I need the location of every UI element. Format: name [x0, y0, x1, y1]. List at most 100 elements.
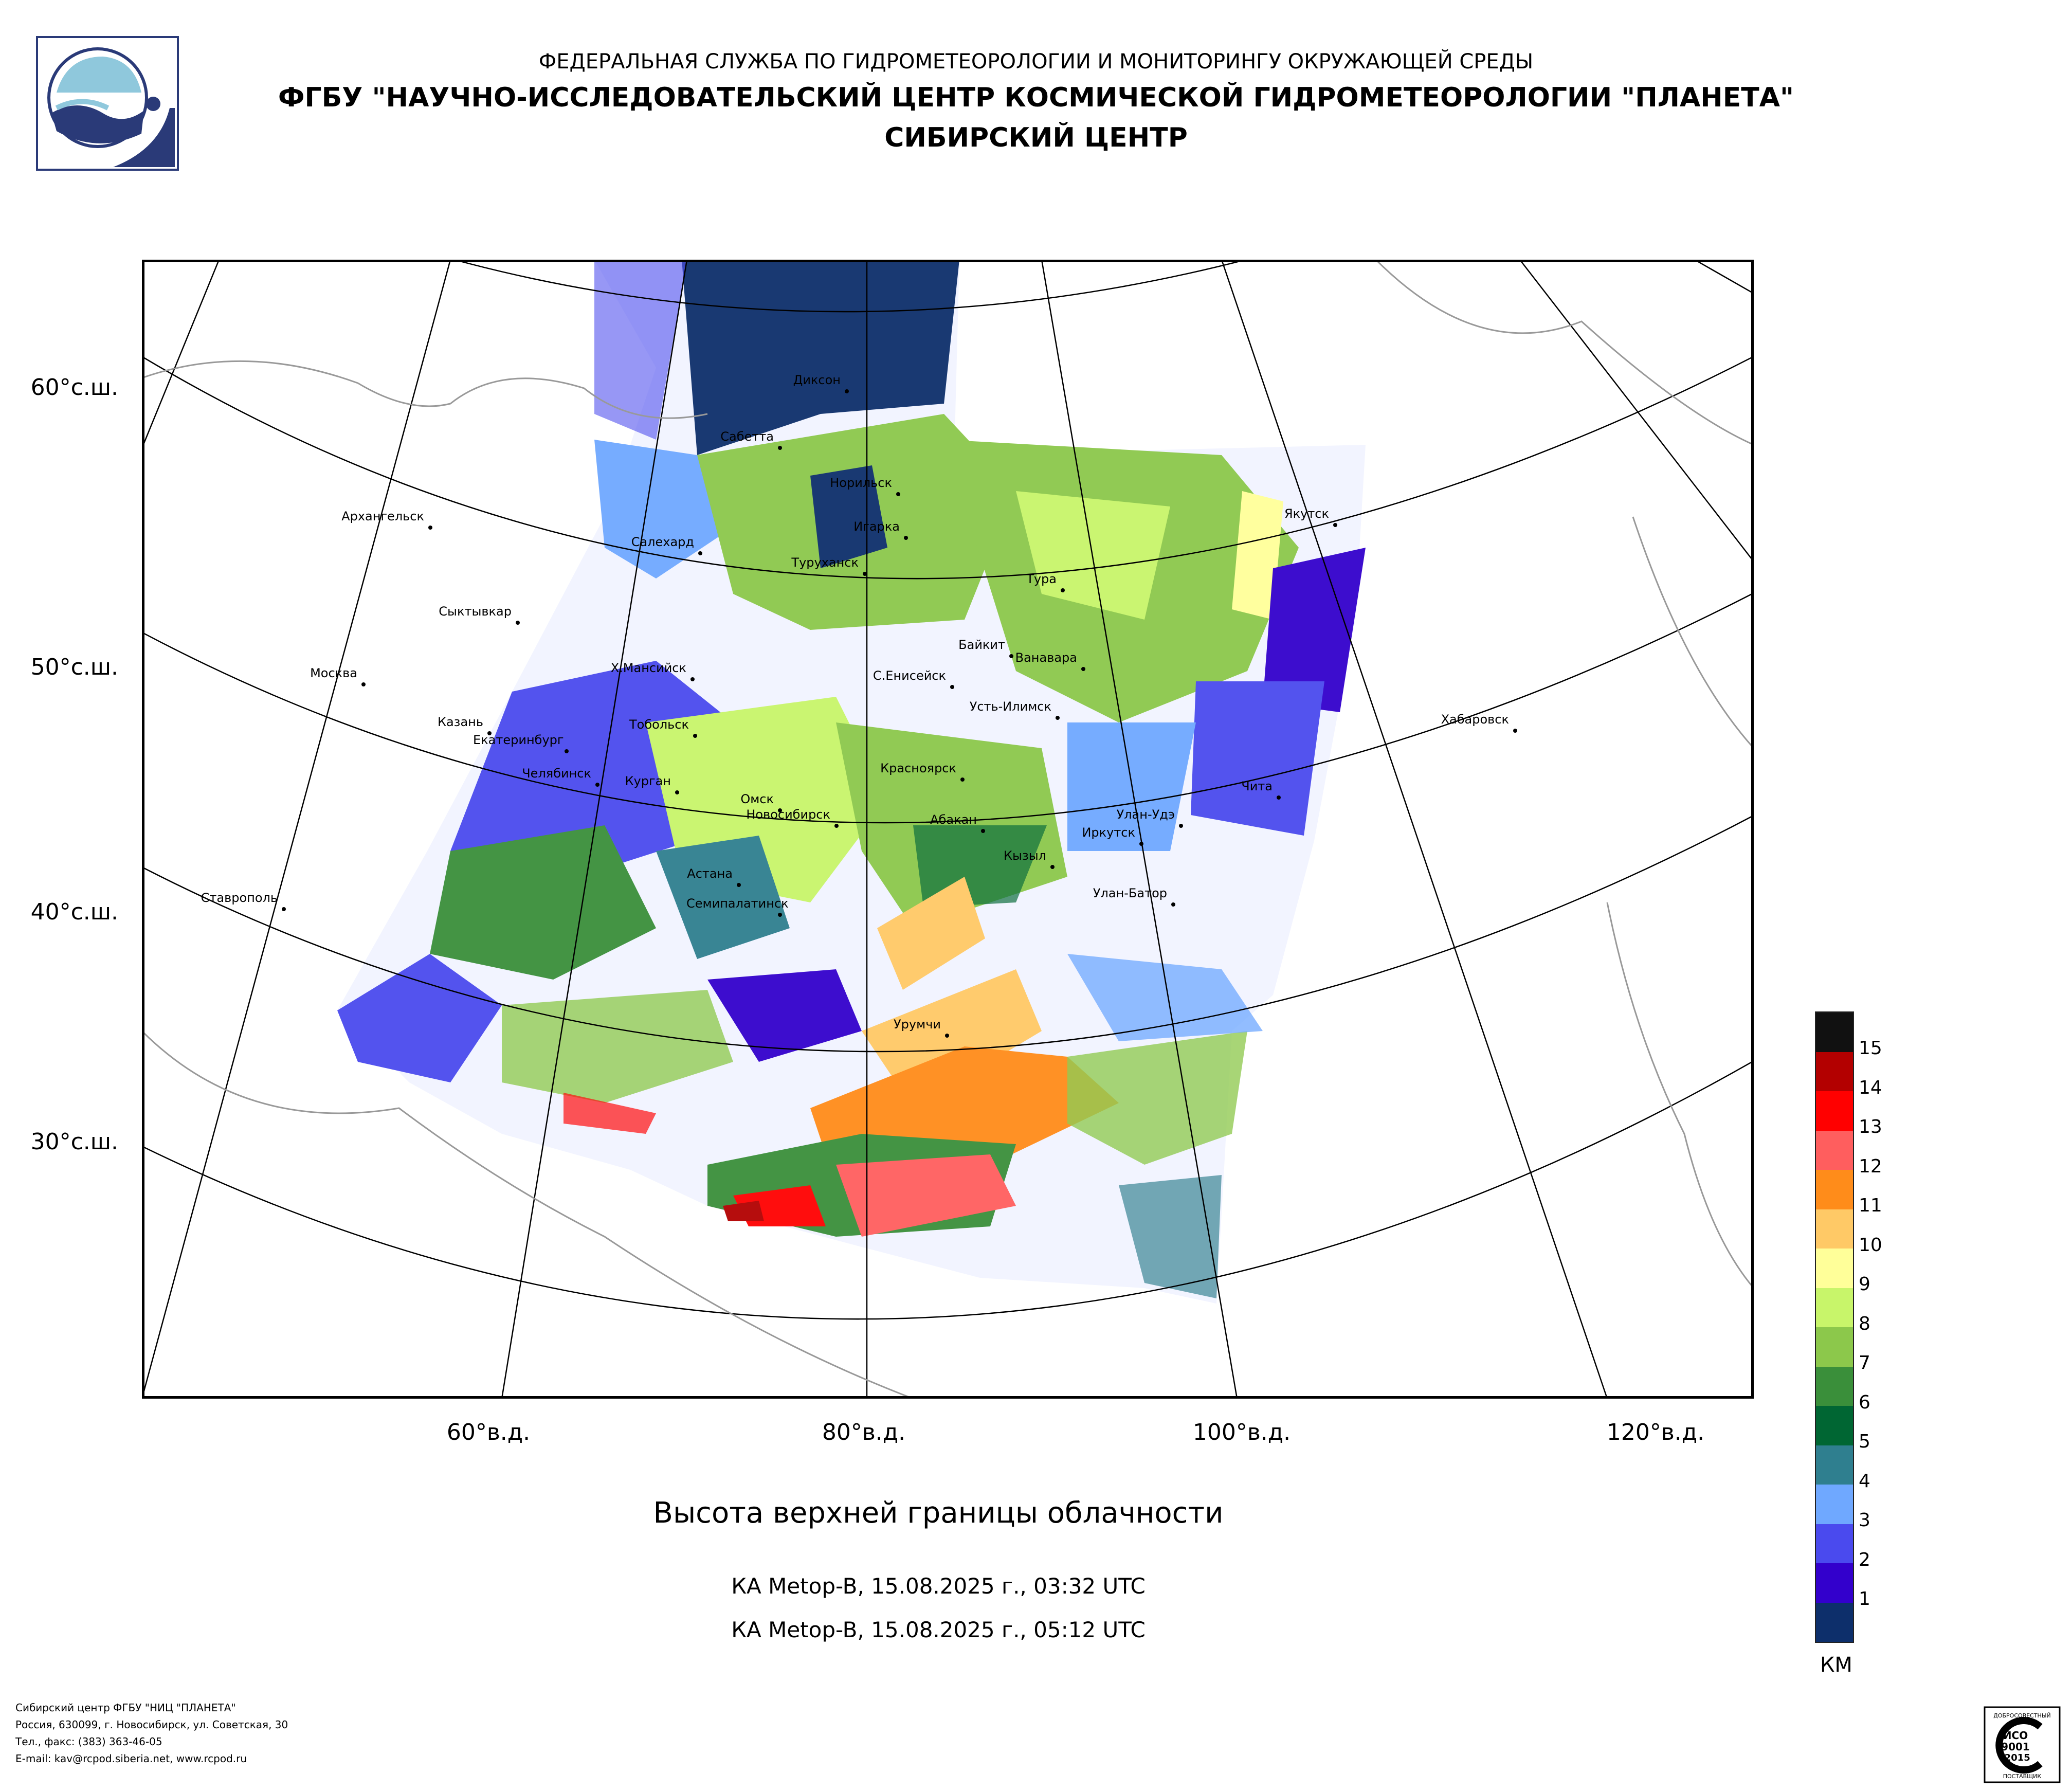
city-dot: [1171, 902, 1175, 907]
latitude-lines: [142, 260, 1754, 1320]
city-label: Омск: [740, 792, 774, 806]
city-label: Казань: [437, 715, 483, 729]
city-dot: [1179, 824, 1183, 828]
city-label: Тура: [1026, 572, 1057, 586]
city-label: Усть-Илимск: [969, 699, 1051, 714]
city-dot: [904, 536, 908, 540]
city-label: Тобольск: [629, 717, 689, 732]
city-dot: [690, 677, 695, 681]
city-label: Ставрополь: [201, 891, 278, 905]
city-label: Москва: [310, 666, 357, 680]
legend-label: 3: [1859, 1510, 1870, 1531]
iso-badge: ДОБРОСОВЕСТНЫЙ ИСО 9001 -2015 ПОСТАВЩИК: [1984, 1706, 2061, 1783]
city-dot: [428, 526, 432, 530]
coastlines: [142, 260, 1754, 1399]
legend-unit: КМ: [1820, 1653, 1852, 1677]
legend-label: 9: [1859, 1274, 1870, 1295]
city-label: Архангельск: [341, 509, 424, 523]
city-label: Чита: [1241, 779, 1273, 793]
city-dot: [282, 907, 286, 911]
city-dot: [487, 731, 492, 735]
legend-swatch: [1816, 1485, 1853, 1524]
legend-swatch: [1816, 1406, 1853, 1445]
satellite-pass-1: КА Metop-B, 15.08.2025 г., 03:32 UTC: [731, 1573, 1146, 1599]
city-dot: [834, 824, 839, 828]
legend-swatch: [1816, 1288, 1853, 1327]
city-dot: [1009, 654, 1013, 658]
city-dot: [1050, 865, 1055, 869]
legend-swatch: [1816, 1602, 1853, 1642]
legend-label: 11: [1859, 1195, 1882, 1216]
header-institute: ФГБУ "НАУЧНО-ИССЛЕДОВАТЕЛЬСКИЙ ЦЕНТР КОС…: [278, 82, 1794, 113]
legend-label: 8: [1859, 1313, 1870, 1334]
legend-swatch: [1816, 1209, 1853, 1249]
legend-label: 2: [1859, 1549, 1870, 1570]
city-label: Сабетта: [720, 429, 774, 444]
footer-email: E-mail: kav@rcpod.siberia.net, www.rcpod…: [15, 1752, 247, 1765]
legend-label: 15: [1859, 1038, 1882, 1059]
legend-swatch: [1816, 1052, 1853, 1091]
city-label: С.Енисейск: [873, 668, 946, 683]
city-dot: [950, 685, 954, 689]
city-dot: [960, 777, 965, 782]
city-label: Норильск: [830, 476, 892, 490]
planeta-logo: [36, 36, 179, 171]
lat-label-40: 40°с.ш.: [30, 899, 118, 925]
city-label: Якутск: [1284, 506, 1329, 521]
badge-iso: ИСО: [2003, 1729, 2028, 1742]
city-label: Челябинск: [522, 766, 591, 781]
city-label: Абакан: [930, 812, 977, 827]
header-center: СИБИРСКИЙ ЦЕНТР: [884, 122, 1188, 153]
city-label: Екатеринбург: [473, 733, 564, 747]
city-label: Байкит: [958, 638, 1005, 652]
footer-address: Россия, 630099, г. Новосибирск, ул. Сове…: [15, 1718, 288, 1731]
legend-swatch: [1816, 1445, 1853, 1485]
legend-swatch: [1816, 1130, 1853, 1170]
lon-label-60: 60°в.д.: [446, 1419, 531, 1445]
badge-9001: 9001: [2001, 1741, 2030, 1753]
city-dot: [737, 883, 741, 887]
lat-label-60: 60°с.ш.: [30, 374, 118, 401]
lon-label-100: 100°в.д.: [1192, 1419, 1291, 1445]
city-dot: [565, 749, 569, 753]
city-label: Х.Мансийск: [610, 661, 686, 675]
badge-2015: -2015: [2001, 1752, 2030, 1763]
city-label: Туруханск: [791, 555, 859, 570]
city-label: Салехард: [631, 535, 694, 549]
city-label: Астана: [687, 866, 733, 881]
cloud-top-height-map: [142, 260, 1754, 1399]
city-dot: [516, 621, 520, 625]
city-dot: [595, 783, 599, 787]
city-dot: [698, 551, 702, 555]
legend-label: 6: [1859, 1391, 1870, 1413]
badge-top: ДОБРОСОВЕСТНЫЙ: [1993, 1712, 2051, 1719]
legend-swatch: [1816, 1327, 1853, 1367]
longitude-lines: [142, 260, 1754, 1399]
legend-swatch: [1816, 1249, 1853, 1288]
city-dot: [1333, 523, 1337, 527]
legend-label: 13: [1859, 1116, 1882, 1137]
legend-swatch: [1816, 1524, 1853, 1563]
lat-label-30: 30°с.ш.: [30, 1129, 118, 1155]
legend-label: 4: [1859, 1470, 1870, 1492]
footer-phone: Тел., факс: (383) 363-46-05: [15, 1735, 162, 1748]
city-dot: [778, 808, 782, 812]
city-dot: [693, 734, 697, 738]
city-label: Семипалатинск: [686, 896, 789, 911]
city-dot: [1061, 588, 1065, 592]
city-dot: [896, 492, 900, 496]
cloud-patches: [337, 260, 1366, 1298]
city-dot: [1513, 729, 1517, 733]
legend-swatch: [1816, 1091, 1853, 1131]
lat-label-50: 50°с.ш.: [30, 654, 118, 680]
legend-swatch: [1816, 1366, 1853, 1406]
city-label: Улан-Удэ: [1116, 807, 1175, 822]
footer-org: Сибирский центр ФГБУ "НИЦ "ПЛАНЕТА": [15, 1702, 236, 1714]
legend-swatch: [1816, 1170, 1853, 1209]
header-agency: ФЕДЕРАЛЬНАЯ СЛУЖБА ПО ГИДРОМЕТЕОРОЛОГИИ …: [538, 50, 1534, 74]
city-dot: [981, 829, 985, 833]
legend-label: 7: [1859, 1352, 1870, 1373]
city-dot: [675, 790, 679, 794]
city-label: Курган: [625, 774, 671, 788]
city-dot: [863, 572, 867, 576]
